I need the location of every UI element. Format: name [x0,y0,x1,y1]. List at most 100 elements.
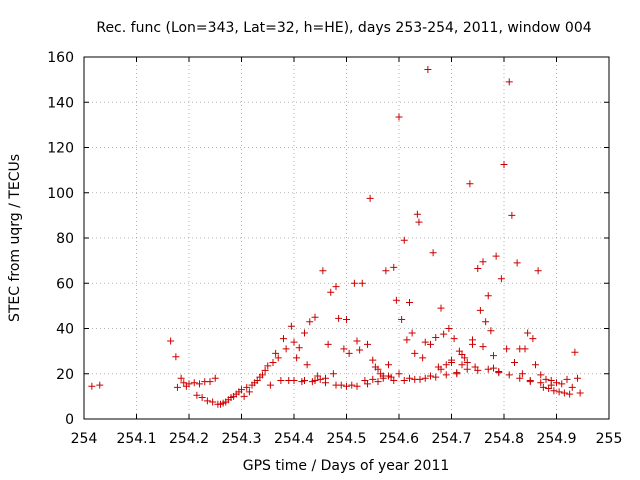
data-point [185,380,193,388]
data-point [353,382,361,390]
data-point [261,366,269,374]
y-tick-label: 0 [65,412,74,428]
data-point [350,279,358,287]
data-point [269,358,277,366]
data-point [413,210,421,218]
x-tick-label: 254.6 [379,431,419,447]
data-point [287,322,295,330]
data-point [490,352,497,360]
data-point [445,325,453,332]
data-point [440,330,448,338]
data-point [537,379,545,387]
data-point [243,383,251,391]
data-point [259,371,266,379]
data-point [398,315,406,323]
data-point [311,377,319,385]
data-point [553,379,560,387]
data-point [340,345,348,353]
data-point [448,358,455,366]
data-point [196,380,203,388]
data-point [390,263,398,271]
x-tick-label: 255 [596,431,623,447]
data-point [406,374,413,382]
data-point [290,377,298,385]
data-point [172,353,180,361]
data-point [427,372,434,380]
data-point [500,160,508,168]
y-tick-label: 120 [47,141,74,157]
data-point [437,365,445,373]
data-point [574,374,581,382]
data-point [272,349,280,357]
data-point [432,334,440,342]
data-point [542,375,550,383]
data-point [374,365,382,373]
data-point [385,372,392,380]
data-point [482,318,490,326]
data-point [437,304,445,312]
data-point [503,345,511,353]
data-point [369,375,377,383]
data-points [88,65,584,408]
data-point [537,371,545,379]
data-point [96,381,104,389]
data-point [461,354,469,362]
data-point [322,379,329,387]
data-point [463,365,471,373]
data-point [364,340,371,348]
data-point [88,382,96,390]
y-tick-label: 20 [56,367,74,383]
data-point [487,327,495,335]
data-point [484,292,492,300]
data-point [280,335,287,343]
data-point [358,279,366,287]
data-point [266,381,274,389]
x-tick-labels: 254 254.1 254.2 254.3 254.4 254.5 254.6 254.7 25… [71,431,623,447]
data-point [566,390,574,398]
data-point [484,365,492,373]
data-point [442,371,450,379]
data-point [411,349,419,357]
data-point [505,371,513,379]
data-point [469,340,476,348]
data-point [395,113,403,121]
data-point [193,391,201,399]
data-point [332,381,340,389]
data-point [379,374,387,382]
data-point [568,383,576,391]
x-tick-label: 254.9 [536,431,576,447]
x-tick-label: 254.4 [274,431,314,447]
data-point [364,380,371,388]
data-point [301,377,308,385]
data-point [442,361,450,369]
data-point [238,386,245,394]
y-tick-label: 100 [47,186,74,202]
data-point [277,377,285,385]
data-point [395,370,403,378]
data-point [348,381,356,389]
data-point [400,377,408,385]
data-point [560,389,568,397]
x-tick-label: 254.1 [116,431,156,447]
data-point [403,336,411,344]
y-tick-labels: 0 20 40 60 80 100 120 140 160 [47,50,74,428]
plot-frame [83,56,610,420]
data-point [458,361,466,369]
data-point [474,265,482,273]
x-tick-label: 254.7 [431,431,471,447]
data-point [571,348,579,356]
data-point [240,392,248,400]
data-point [490,364,497,372]
data-point [421,338,429,346]
data-point [453,369,461,377]
data-point [450,335,458,343]
data-point [274,354,282,362]
data-point [345,349,353,357]
data-point [521,345,529,353]
data-point [492,252,500,260]
y-tick-label: 160 [47,50,74,66]
data-point [508,211,516,219]
data-point [324,340,332,348]
data-point [282,345,290,353]
y-tick-label: 80 [56,231,74,247]
